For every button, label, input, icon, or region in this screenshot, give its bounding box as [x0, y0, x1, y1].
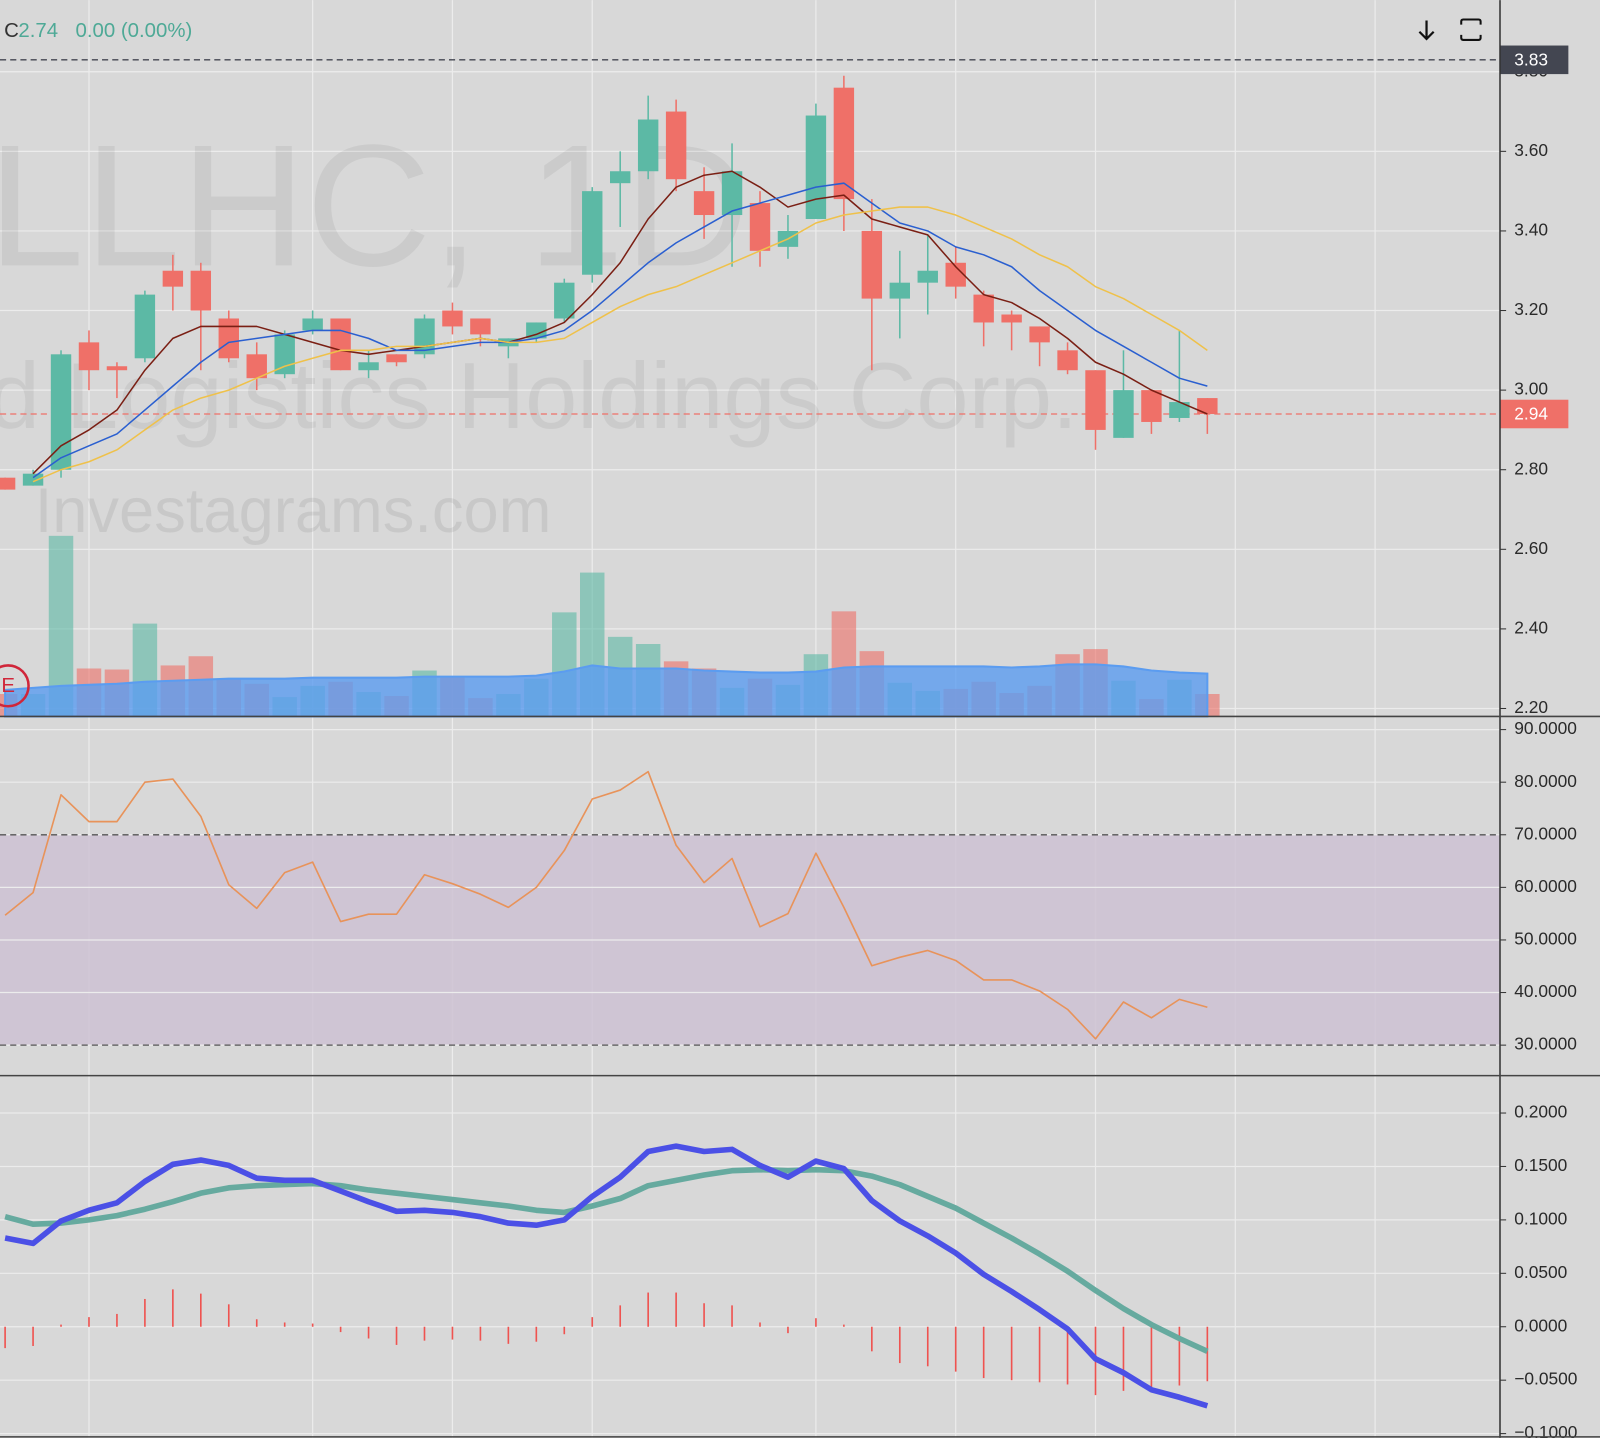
volume-ma-area	[4, 663, 1209, 718]
fullscreen-button[interactable]	[1453, 12, 1490, 48]
moving-average	[32, 206, 1208, 483]
y-tick-label: 3.40	[1514, 220, 1548, 240]
candle-body	[218, 318, 239, 359]
candle-body	[190, 270, 212, 311]
rsi-line	[4, 770, 1208, 1040]
header-price: 2.74	[18, 20, 58, 42]
candle-body	[665, 111, 687, 180]
event-label: E	[1, 675, 15, 697]
y-tick-label: 3.20	[1514, 299, 1548, 319]
candle-body	[246, 354, 267, 379]
candle-body	[917, 270, 938, 283]
candle-body	[721, 171, 743, 216]
candle-body	[274, 334, 295, 375]
candle-body	[470, 318, 491, 335]
candle-body	[861, 230, 883, 299]
y-tick-label: 0.0500	[1514, 1262, 1567, 1282]
y-tick-label: 0.1500	[1514, 1155, 1567, 1175]
candle-body	[302, 318, 323, 331]
candle-body	[22, 473, 44, 486]
price-label-box	[1500, 45, 1569, 75]
candle-body	[1113, 390, 1134, 438]
macd-line	[4, 1143, 1209, 1409]
y-tick-label: −0.0500	[1514, 1369, 1577, 1389]
y-tick-label: 2.20	[1514, 697, 1548, 717]
y-tick-label: 80.0000	[1514, 771, 1577, 791]
y-tick-label: 50.0000	[1514, 929, 1577, 949]
y-tick-label: 0.1000	[1514, 1208, 1567, 1228]
candle-body	[833, 87, 855, 200]
candle-body	[1001, 314, 1022, 323]
y-tick-label: −0.1000	[1514, 1422, 1577, 1438]
candle-body	[1141, 390, 1162, 422]
price-label-box	[1500, 399, 1569, 429]
price-label: 3.83	[1514, 49, 1548, 69]
candle-body	[637, 119, 659, 172]
y-tick-label: 0.0000	[1514, 1315, 1567, 1335]
candle-body	[1029, 326, 1050, 343]
y-tick-label: 60.0000	[1514, 876, 1577, 896]
y-tick-label: 3.00	[1514, 379, 1548, 399]
y-tick-label: 3.60	[1514, 140, 1548, 160]
y-tick-label: 0.2000	[1514, 1102, 1567, 1122]
header-change: 0.00 (0.00%)	[76, 20, 193, 42]
candle-body	[330, 318, 351, 371]
candle-body	[1197, 398, 1218, 414]
candle-body	[162, 270, 184, 287]
candle-body	[610, 171, 631, 184]
candle-body	[386, 354, 407, 363]
watermark-site: Investagrams.com	[35, 476, 552, 546]
candle-body	[889, 282, 910, 299]
candle-body	[749, 203, 771, 251]
y-tick-label: 2.40	[1514, 617, 1548, 637]
candle-body	[106, 366, 128, 371]
candle-body	[358, 362, 379, 371]
candle-body	[1057, 350, 1078, 371]
y-tick-label: 70.0000	[1514, 823, 1577, 843]
candle-body	[693, 191, 715, 216]
candle-body	[0, 477, 16, 490]
download-button[interactable]	[1408, 12, 1445, 48]
y-tick-label: 40.0000	[1514, 981, 1577, 1001]
candle-body	[805, 115, 827, 219]
header-label: C	[4, 20, 19, 42]
candle-body	[78, 342, 100, 371]
candle-body	[1169, 402, 1190, 418]
y-tick-label: 90.0000	[1514, 718, 1577, 738]
watermark-name: d Logistics Holdings Corp.	[0, 343, 1078, 448]
moving-average	[32, 170, 1208, 475]
y-tick-label: 30.0000	[1514, 1034, 1577, 1054]
candle-body	[973, 294, 994, 323]
candle-body	[50, 354, 72, 470]
candle-body	[582, 191, 603, 275]
moving-average	[32, 182, 1208, 479]
price-label: 2.94	[1514, 404, 1548, 424]
y-tick-label: 2.60	[1514, 538, 1548, 558]
candle-body	[134, 294, 156, 359]
candle-body	[442, 310, 463, 327]
signal-line	[4, 1166, 1209, 1354]
candle-body	[526, 322, 547, 339]
event-marker	[0, 664, 30, 708]
y-tick-label: 2.80	[1514, 458, 1548, 478]
candle-body	[945, 262, 966, 287]
axis-background	[1501, 0, 1600, 1438]
overlay: C 2.74 0.00 (0.00%)	[4, 12, 1490, 48]
candle-body	[1085, 370, 1106, 430]
candle-body	[554, 282, 575, 319]
watermark-symbol: LLHC, 1D	[0, 108, 749, 302]
